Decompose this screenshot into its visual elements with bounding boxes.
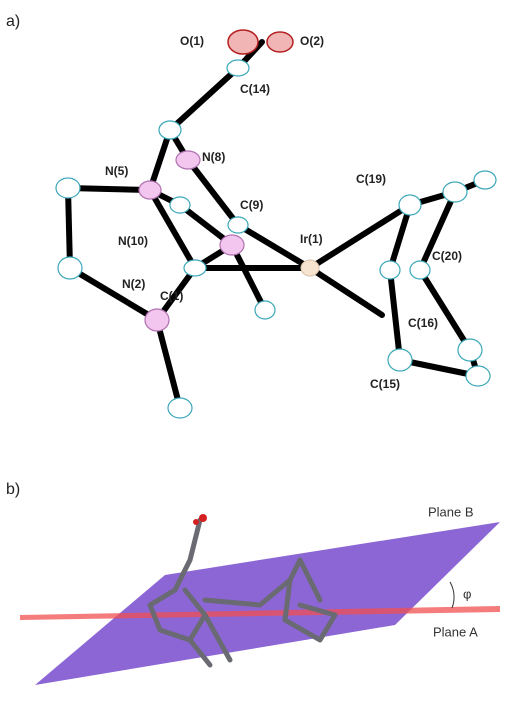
figure: a) xyxy=(0,0,505,708)
angle-label: φ xyxy=(463,586,471,601)
plane-label: Plane B xyxy=(428,504,474,519)
angle-arc xyxy=(450,582,454,608)
plane-b xyxy=(35,522,500,685)
atom-label: C(14) xyxy=(240,82,270,96)
atom-label: N(5) xyxy=(105,164,128,178)
atom-label: N(10) xyxy=(118,234,148,248)
bonds xyxy=(68,42,485,408)
atom-label: N(2) xyxy=(122,277,145,291)
atom-label: C(15) xyxy=(370,377,400,391)
plane-label: Plane A xyxy=(433,624,478,639)
oxygen xyxy=(199,514,207,522)
atoms xyxy=(56,30,496,418)
atom-label: O(2) xyxy=(300,34,324,48)
atom-label: C(20) xyxy=(432,249,462,263)
atom-label: O(1) xyxy=(180,34,204,48)
panel-label: b) xyxy=(6,481,20,498)
panel-label: a) xyxy=(6,13,20,30)
atom-label: C(1) xyxy=(160,289,183,303)
oxygen xyxy=(193,519,199,525)
atom-label: N(8) xyxy=(202,150,225,164)
atom-label: C(16) xyxy=(408,316,438,330)
atom-label: C(19) xyxy=(356,172,386,186)
atom-label: C(9) xyxy=(240,198,263,212)
atom-label: Ir(1) xyxy=(300,232,323,246)
